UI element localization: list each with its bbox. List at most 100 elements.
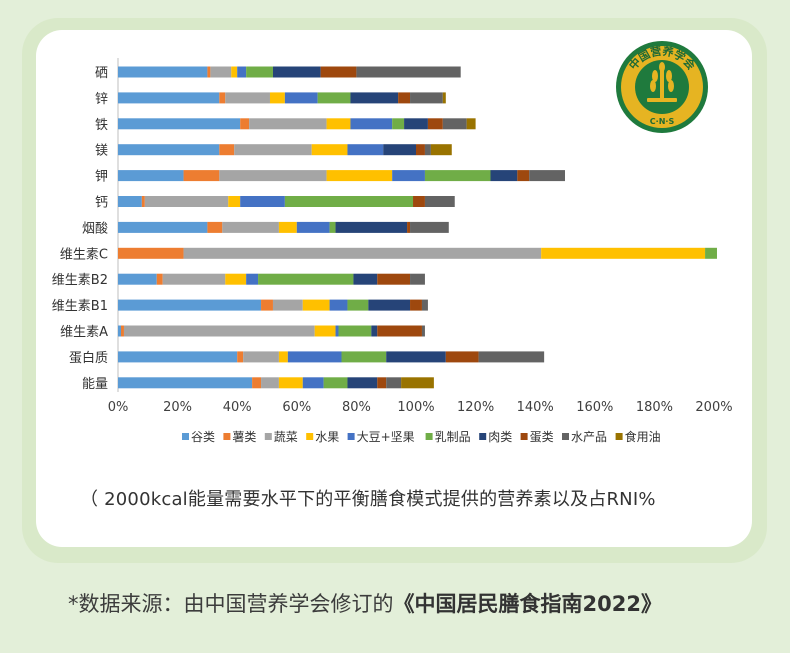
bar-segment bbox=[123, 325, 315, 337]
category-label: 硒 bbox=[95, 66, 108, 81]
category-label: 镁 bbox=[95, 144, 108, 159]
bar-segment bbox=[207, 221, 223, 233]
bar-segment bbox=[225, 273, 247, 285]
bar-segment bbox=[424, 144, 431, 156]
legend-label: 乳制品 bbox=[435, 430, 471, 444]
bar-segment bbox=[314, 325, 336, 337]
bar-segment bbox=[326, 170, 393, 182]
category-label: 能量 bbox=[82, 377, 108, 392]
bar-segment bbox=[237, 66, 247, 78]
bar-segment bbox=[222, 221, 279, 233]
legend-label: 水产品 bbox=[571, 430, 607, 444]
x-tick-label: 160% bbox=[576, 400, 613, 415]
bar-segment bbox=[118, 196, 142, 207]
bar-segment bbox=[317, 92, 351, 104]
bar-segment bbox=[231, 66, 238, 78]
bar-segment bbox=[368, 299, 411, 311]
bar-segment bbox=[410, 92, 443, 104]
bar-segment bbox=[442, 92, 446, 104]
bar-segment bbox=[517, 170, 530, 182]
legend-swatch bbox=[306, 433, 314, 440]
legend-swatch bbox=[562, 433, 569, 440]
bar-segment bbox=[225, 92, 270, 104]
bar-segment bbox=[377, 273, 411, 285]
category-label: 维生素A bbox=[60, 325, 108, 340]
bar-segment bbox=[335, 221, 408, 233]
bar-segment bbox=[210, 66, 232, 78]
bar-segment bbox=[278, 221, 297, 233]
bar-segment bbox=[386, 377, 402, 389]
legend-swatch bbox=[182, 433, 189, 440]
bar-segment bbox=[240, 118, 250, 130]
bar-segment bbox=[326, 118, 351, 130]
bar-segment bbox=[272, 299, 303, 311]
bar-segment bbox=[413, 196, 425, 207]
bar-segment bbox=[377, 377, 387, 389]
category-label: 钙 bbox=[95, 196, 108, 211]
x-tick-label: 120% bbox=[457, 400, 494, 415]
bar-segment bbox=[118, 170, 184, 182]
bar-segment bbox=[118, 351, 238, 363]
bar-segment bbox=[350, 92, 399, 104]
bar-segment bbox=[228, 196, 241, 207]
legend-label: 大豆+坚果 bbox=[357, 430, 415, 444]
bar-segment bbox=[240, 196, 285, 207]
category-label: 钾 bbox=[95, 170, 108, 185]
bar-segment bbox=[249, 118, 327, 130]
bar-segment bbox=[347, 299, 369, 311]
bar-segment bbox=[237, 351, 244, 363]
x-tick-label: 200% bbox=[695, 400, 732, 415]
category-label: 烟酸 bbox=[82, 221, 108, 236]
category-label: 维生素B2 bbox=[52, 273, 108, 288]
bar-segment bbox=[243, 351, 279, 363]
legend-swatch bbox=[264, 433, 272, 440]
bar-segment bbox=[335, 325, 339, 337]
bar-segment bbox=[118, 273, 157, 285]
bar-segment bbox=[404, 118, 428, 130]
legend-swatch bbox=[425, 433, 433, 440]
x-tick-label: 180% bbox=[636, 400, 673, 415]
bar-segment bbox=[302, 377, 324, 389]
bar-segment bbox=[311, 144, 348, 156]
bar-segment bbox=[329, 221, 336, 233]
legend-label: 蔬菜 bbox=[274, 430, 298, 444]
bar-segment bbox=[410, 273, 425, 285]
cns-logo-icon: 中国营养学会 C·N·S bbox=[616, 41, 708, 133]
legend-swatch bbox=[615, 433, 623, 440]
bar-segment bbox=[287, 351, 342, 363]
legend-swatch bbox=[479, 433, 487, 440]
bar-segment bbox=[246, 66, 273, 78]
bar-segment bbox=[430, 144, 452, 156]
bar-segment bbox=[421, 299, 428, 311]
x-tick-label: 140% bbox=[517, 400, 554, 415]
bar-segment bbox=[118, 377, 253, 389]
bar-segment bbox=[118, 221, 208, 233]
bar-segment bbox=[258, 273, 354, 285]
legend-swatch bbox=[223, 433, 231, 440]
bar-segment bbox=[478, 351, 545, 363]
bar-segment bbox=[118, 92, 220, 104]
bar-segment bbox=[424, 170, 491, 182]
bar-segment bbox=[207, 66, 211, 78]
bar-segment bbox=[118, 118, 241, 130]
bar-segment bbox=[183, 247, 542, 259]
bar-segment bbox=[407, 221, 411, 233]
legend-swatch bbox=[520, 433, 528, 440]
bar-segment bbox=[421, 325, 425, 337]
bar-segment bbox=[386, 351, 446, 363]
bar-segment bbox=[156, 273, 163, 285]
x-tick-label: 20% bbox=[163, 400, 192, 415]
x-tick-label: 80% bbox=[342, 400, 371, 415]
bar-segment bbox=[392, 170, 425, 182]
bar-segment bbox=[219, 92, 226, 104]
bar-segment bbox=[269, 92, 285, 104]
bar-segment bbox=[302, 299, 330, 311]
source-book-title: 《中国居民膳食指南2022》 bbox=[393, 592, 662, 616]
bar-segment bbox=[356, 66, 461, 78]
source-prefix: *数据来源：由中国营养学会修订的 bbox=[68, 592, 394, 616]
bar-segment bbox=[329, 299, 348, 311]
bar-segment bbox=[442, 118, 467, 130]
bar-segment bbox=[278, 377, 303, 389]
bar-segment bbox=[261, 299, 273, 311]
